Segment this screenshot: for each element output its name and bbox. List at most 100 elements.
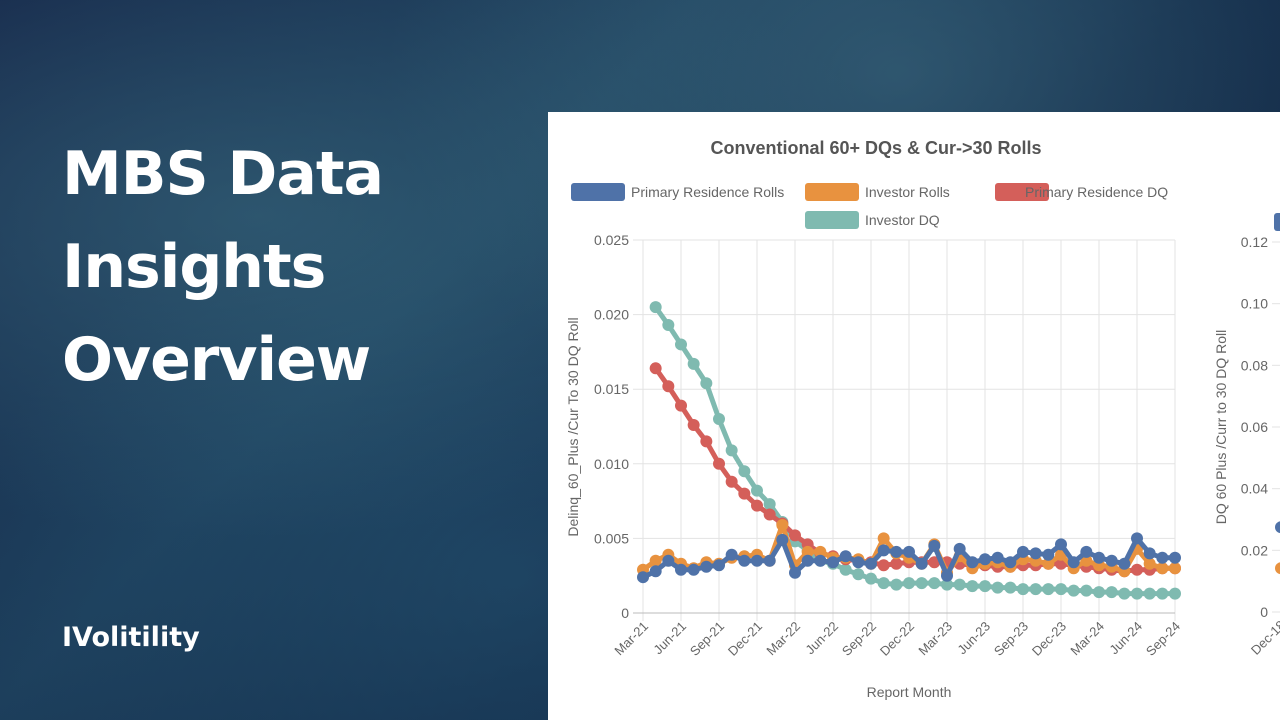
data-point (1131, 563, 1143, 576)
x-tick-label: Mar-24 (1067, 619, 1107, 659)
y-tick-label: 0.010 (594, 456, 629, 472)
data-point (675, 563, 687, 576)
y-tick-label: 0.025 (594, 232, 629, 248)
data-point (903, 545, 915, 558)
data-point (1055, 583, 1067, 596)
data-point (801, 554, 814, 567)
data-point (979, 553, 991, 566)
data-point (662, 554, 675, 567)
data-point (966, 556, 979, 569)
data-point (941, 569, 953, 582)
chart-card (548, 112, 1280, 720)
y-tick-label: 0.08 (1241, 357, 1268, 373)
data-point (1105, 586, 1118, 599)
data-point (763, 554, 776, 567)
data-point (1080, 584, 1093, 597)
chart-svg: Conventional 60+ DQs & Cur->30 Rolls 0 0.0… (565, 138, 1280, 700)
data-point (1093, 551, 1105, 564)
data-point (725, 475, 738, 488)
data-point (675, 399, 687, 412)
data-point (814, 545, 827, 558)
y-tick-label: 0.10 (1241, 296, 1268, 312)
data-point (649, 554, 662, 567)
x-tick-label: Jun-23 (954, 619, 993, 658)
x-tick-label: Sep-22 (839, 619, 879, 659)
data-point (700, 377, 713, 390)
x-tick-label: Dec-21 (725, 619, 765, 659)
data-point (1143, 547, 1156, 560)
y-axis-title: Delinq_60_Plus /Cur To 30 DQ Roll (565, 317, 581, 536)
data-point (713, 457, 725, 470)
data-point (801, 545, 814, 558)
data-point (649, 362, 662, 375)
data-point (890, 545, 903, 558)
data-point (1143, 557, 1156, 570)
legend-label: Primary Residence Rolls (631, 184, 784, 200)
data-point (953, 542, 966, 555)
data-point (877, 559, 890, 572)
data-point (1156, 551, 1169, 564)
data-point (839, 550, 852, 563)
data-point (1131, 587, 1143, 600)
data-point (1004, 581, 1017, 594)
data-point (738, 554, 751, 567)
data-point (1067, 556, 1080, 569)
legend-label: Primary Residence DQ (1025, 184, 1168, 200)
data-point (763, 508, 776, 521)
data-point (763, 498, 776, 511)
data-point (814, 554, 827, 567)
y-tick-label: 0.020 (594, 307, 629, 323)
legend-swatch (571, 183, 625, 201)
data-point (713, 413, 725, 426)
data-point (687, 357, 700, 370)
data-point (991, 551, 1004, 564)
data-point (713, 559, 725, 572)
data-point (1004, 556, 1017, 569)
data-point (1055, 538, 1067, 551)
title-line: Overview (62, 325, 371, 395)
data-point (751, 499, 763, 512)
title-line: Insights (62, 232, 326, 302)
x-tick-label: Jun-21 (650, 619, 689, 658)
data-point (839, 563, 852, 576)
data-point (1080, 545, 1093, 558)
data-point (1080, 554, 1093, 567)
data-point (903, 577, 915, 590)
data-point (789, 529, 801, 542)
data-point (852, 568, 865, 581)
data-point (1169, 551, 1181, 564)
data-point (751, 554, 763, 567)
data-point (1118, 587, 1131, 600)
data-point (979, 580, 991, 593)
legend-swatch (805, 183, 859, 201)
data-point (687, 419, 700, 432)
data-point (776, 533, 789, 546)
data-point (725, 444, 738, 457)
data-point (915, 557, 928, 570)
data-point (928, 577, 941, 590)
y-tick-label: 0.12 (1241, 234, 1268, 250)
data-point (865, 557, 877, 570)
data-point (738, 465, 751, 478)
x-tick-label: Dec-18 (1248, 618, 1280, 658)
data-point (700, 560, 713, 573)
data-point (890, 578, 903, 591)
legend-swatch (805, 211, 859, 229)
data-point (725, 548, 738, 561)
data-point (1169, 587, 1181, 600)
data-point (1131, 532, 1143, 545)
data-point (915, 577, 928, 590)
y-tick-label: 0.06 (1241, 419, 1268, 435)
data-point (1169, 562, 1181, 575)
x-tick-label: Mar-22 (763, 619, 803, 659)
x-tick-label: Dec-23 (1029, 619, 1069, 659)
data-point (953, 578, 966, 591)
data-point (675, 338, 687, 351)
x-tick-label: Sep-23 (991, 619, 1031, 659)
legend-swatch (995, 183, 1049, 201)
brand-name: IVolitility (62, 622, 200, 653)
data-point (637, 571, 649, 584)
data-point (789, 566, 801, 579)
data-point (1275, 521, 1280, 534)
data-point (776, 518, 789, 531)
